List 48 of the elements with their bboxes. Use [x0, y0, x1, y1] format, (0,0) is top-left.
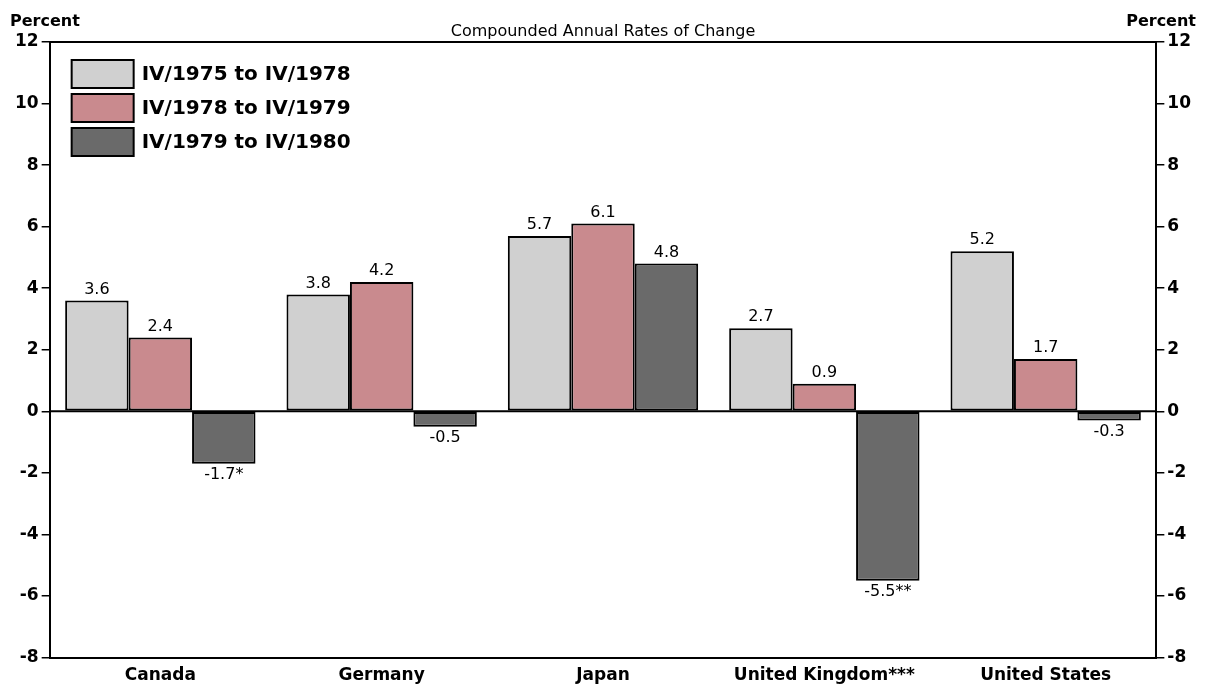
data-label: 5.7 [526, 214, 553, 234]
data-label: -0.5 [429, 426, 461, 446]
data-label: -1.7* [204, 463, 244, 483]
data-label: 2.4 [147, 315, 174, 335]
y-tick-label: -8 [19, 646, 39, 667]
y-tick-label: 10 [14, 91, 39, 112]
y2-tick-label: 12 [1167, 30, 1192, 51]
x-tick-label: Canada [124, 664, 196, 685]
y2-tick-label: -8 [1167, 646, 1187, 667]
y2-tick-label: 10 [1167, 91, 1192, 112]
data-label: 3.6 [84, 278, 110, 298]
y2-axis-title: Percent [1126, 11, 1197, 31]
y-tick-label: 2 [26, 338, 39, 359]
x-tick-label: Germany [338, 664, 425, 685]
y2-tick-label: -6 [1167, 584, 1187, 605]
chart-title: Compounded Annual Rates of Change [450, 21, 756, 41]
data-label: 0.9 [811, 361, 838, 381]
y-axis-title: Percent [10, 11, 81, 31]
y-tick-label: -4 [19, 522, 39, 543]
data-label: 5.2 [969, 229, 995, 249]
legend-label: IV/1978 to IV/1979 [141, 95, 351, 120]
legend-label: IV/1979 to IV/1980 [141, 129, 351, 154]
y2-tick-label: 6 [1167, 215, 1180, 236]
data-label: 6.1 [590, 201, 616, 221]
data-label: 2.7 [748, 306, 774, 326]
y2-tick-label: 4 [1167, 276, 1180, 297]
data-label: 3.8 [305, 272, 331, 292]
y2-tick-label: 0 [1167, 399, 1180, 420]
data-label: -0.3 [1093, 420, 1125, 440]
data-label: 4.2 [368, 260, 395, 280]
x-tick-label: United States [980, 664, 1112, 685]
data-label: 1.7 [1032, 337, 1059, 357]
data-label: -5.5** [864, 580, 912, 600]
y-tick-label: 6 [26, 215, 39, 236]
x-tick-label: Japan [575, 664, 630, 685]
legend-label: IV/1975 to IV/1978 [141, 61, 351, 86]
y-tick-label: 8 [26, 153, 39, 174]
y-tick-label: -2 [19, 461, 39, 482]
y-tick-label: 4 [26, 276, 39, 297]
y2-tick-label: -4 [1167, 522, 1187, 543]
y-tick-label: -6 [19, 584, 39, 605]
y2-tick-label: 2 [1167, 338, 1180, 359]
y2-tick-label: -2 [1167, 461, 1187, 482]
y2-tick-label: 8 [1167, 153, 1180, 174]
y-tick-label: 0 [26, 399, 39, 420]
x-tick-label: United Kingdom*** [733, 664, 915, 685]
data-label: 4.8 [653, 241, 680, 261]
y-tick-label: 12 [14, 30, 39, 51]
